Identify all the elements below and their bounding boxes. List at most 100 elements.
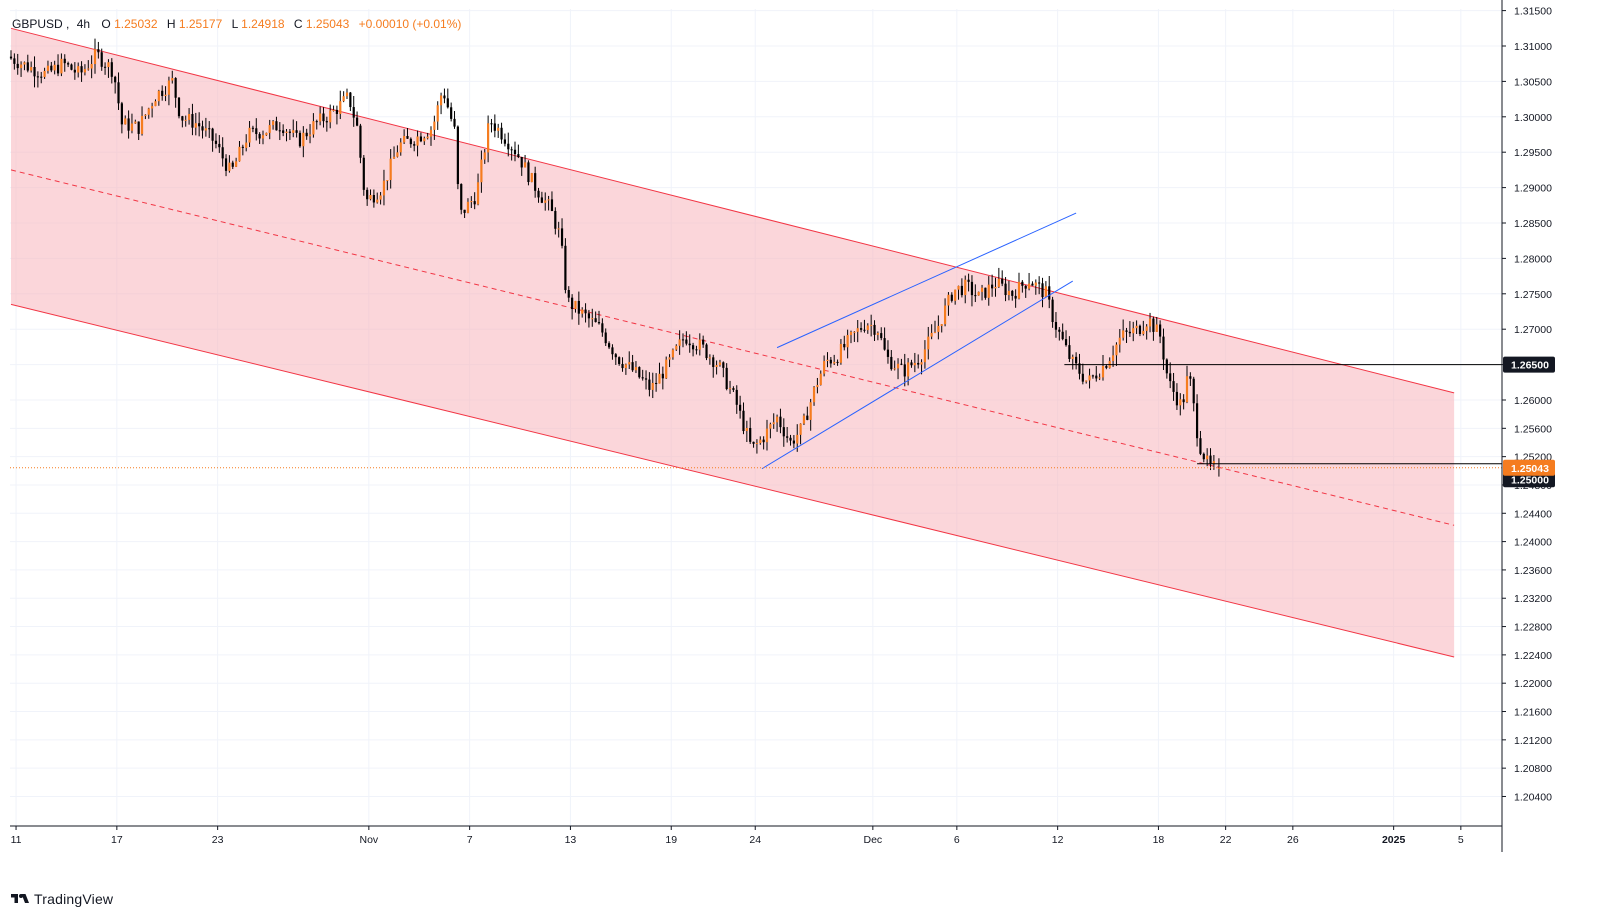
candle-body bbox=[564, 245, 567, 291]
candle-body bbox=[278, 130, 281, 132]
candle-body bbox=[211, 128, 214, 141]
candle-body bbox=[671, 349, 675, 358]
candle-body bbox=[1175, 391, 1179, 406]
candle-body bbox=[634, 367, 638, 371]
candle-body bbox=[164, 94, 167, 96]
channel-upper-line bbox=[10, 27, 1455, 394]
candle-body bbox=[255, 128, 258, 135]
candle-body bbox=[1038, 282, 1041, 284]
candle-body bbox=[473, 201, 476, 205]
candle-body bbox=[480, 159, 483, 183]
candle-body bbox=[540, 197, 543, 203]
candle-body bbox=[19, 64, 23, 69]
candle-body bbox=[1095, 375, 1098, 379]
candle-body bbox=[406, 136, 409, 139]
close-key: C bbox=[294, 17, 303, 31]
candle-body bbox=[712, 357, 715, 368]
candle-body bbox=[1021, 281, 1024, 286]
candle-body bbox=[248, 127, 251, 143]
candle-body bbox=[571, 297, 574, 310]
candle-body bbox=[1078, 363, 1081, 374]
candle-body bbox=[688, 343, 691, 346]
drawings[interactable] bbox=[10, 212, 1502, 470]
candle-body bbox=[954, 289, 957, 301]
regression-channel[interactable] bbox=[10, 27, 1455, 658]
y-tick-label: 1.30500 bbox=[1514, 76, 1552, 88]
candle-body bbox=[1182, 399, 1185, 403]
candle-body bbox=[977, 291, 980, 296]
candle-body bbox=[1027, 283, 1031, 289]
candle-body bbox=[1111, 355, 1115, 361]
candle-body bbox=[927, 336, 930, 350]
candle-body bbox=[655, 382, 658, 384]
candle-body bbox=[429, 129, 433, 137]
x-tick-label: 22 bbox=[1220, 834, 1232, 846]
candle-body bbox=[13, 58, 16, 64]
axes[interactable]: 1.31500 1.31000 1.30500 1.30000 1.29500 1.290… bbox=[10, 0, 1555, 852]
candle-body bbox=[991, 284, 994, 289]
y-tick-label: 1.22400 bbox=[1514, 650, 1552, 662]
candle-body bbox=[503, 139, 507, 144]
candle-body bbox=[315, 121, 318, 123]
candle-body bbox=[171, 78, 174, 81]
candle-body bbox=[241, 146, 244, 148]
candle-body bbox=[359, 125, 362, 158]
candle-body bbox=[268, 125, 271, 133]
candle-body bbox=[812, 387, 816, 403]
x-tick-label: 11 bbox=[11, 834, 22, 846]
candle-body bbox=[661, 373, 664, 379]
candle-body bbox=[36, 76, 39, 78]
candle-body bbox=[1159, 324, 1162, 337]
candle-body bbox=[974, 295, 977, 297]
y-tick-label: 1.26000 bbox=[1514, 395, 1552, 407]
candle-body bbox=[597, 322, 601, 324]
candle-body bbox=[56, 64, 60, 74]
candle-body bbox=[786, 436, 789, 438]
candle-body bbox=[567, 290, 570, 298]
candle-body bbox=[355, 117, 359, 126]
tradingview-logo-icon bbox=[11, 894, 29, 903]
candle-body bbox=[177, 97, 181, 117]
candle-body bbox=[261, 135, 265, 139]
candle-body bbox=[967, 279, 970, 282]
candle-body bbox=[923, 349, 927, 363]
candle-body bbox=[184, 119, 187, 121]
candle-body bbox=[1132, 328, 1135, 334]
y-tick-label: 1.27000 bbox=[1514, 324, 1552, 336]
candle-body bbox=[1068, 345, 1071, 359]
candle-body bbox=[913, 362, 916, 366]
candle-body bbox=[755, 443, 759, 445]
candle-body bbox=[1101, 366, 1105, 378]
candle-body bbox=[782, 427, 785, 437]
candle-body bbox=[40, 76, 43, 78]
candle-body bbox=[1041, 283, 1044, 298]
y-tick-label: 1.20800 bbox=[1514, 763, 1552, 775]
y-tick-label: 1.23200 bbox=[1514, 593, 1552, 605]
x-tick-label: 24 bbox=[749, 834, 761, 846]
candle-body bbox=[127, 118, 130, 131]
candle-body bbox=[937, 325, 940, 332]
candle-body bbox=[285, 131, 288, 133]
candle-body bbox=[668, 357, 671, 360]
y-tick-label: 1.28500 bbox=[1514, 218, 1552, 230]
candle-body bbox=[826, 359, 829, 362]
level-label-2: 1.25000 bbox=[1511, 474, 1549, 486]
candle-body bbox=[665, 359, 668, 379]
candle-body bbox=[218, 143, 221, 148]
candle-body bbox=[379, 195, 382, 200]
candle-body bbox=[735, 389, 738, 405]
candle-body bbox=[614, 354, 617, 358]
candle-body bbox=[100, 52, 103, 67]
candle-body bbox=[288, 131, 291, 133]
candle-body bbox=[1075, 356, 1078, 364]
candle-body bbox=[819, 373, 822, 385]
last-candle-body bbox=[1217, 467, 1221, 469]
high-key: H bbox=[167, 17, 176, 31]
candle-body bbox=[399, 142, 402, 153]
candle-body bbox=[339, 101, 342, 114]
candle-body bbox=[752, 441, 755, 444]
candle-body bbox=[1088, 375, 1091, 381]
candle-body bbox=[604, 332, 607, 344]
candle-body bbox=[161, 90, 164, 96]
